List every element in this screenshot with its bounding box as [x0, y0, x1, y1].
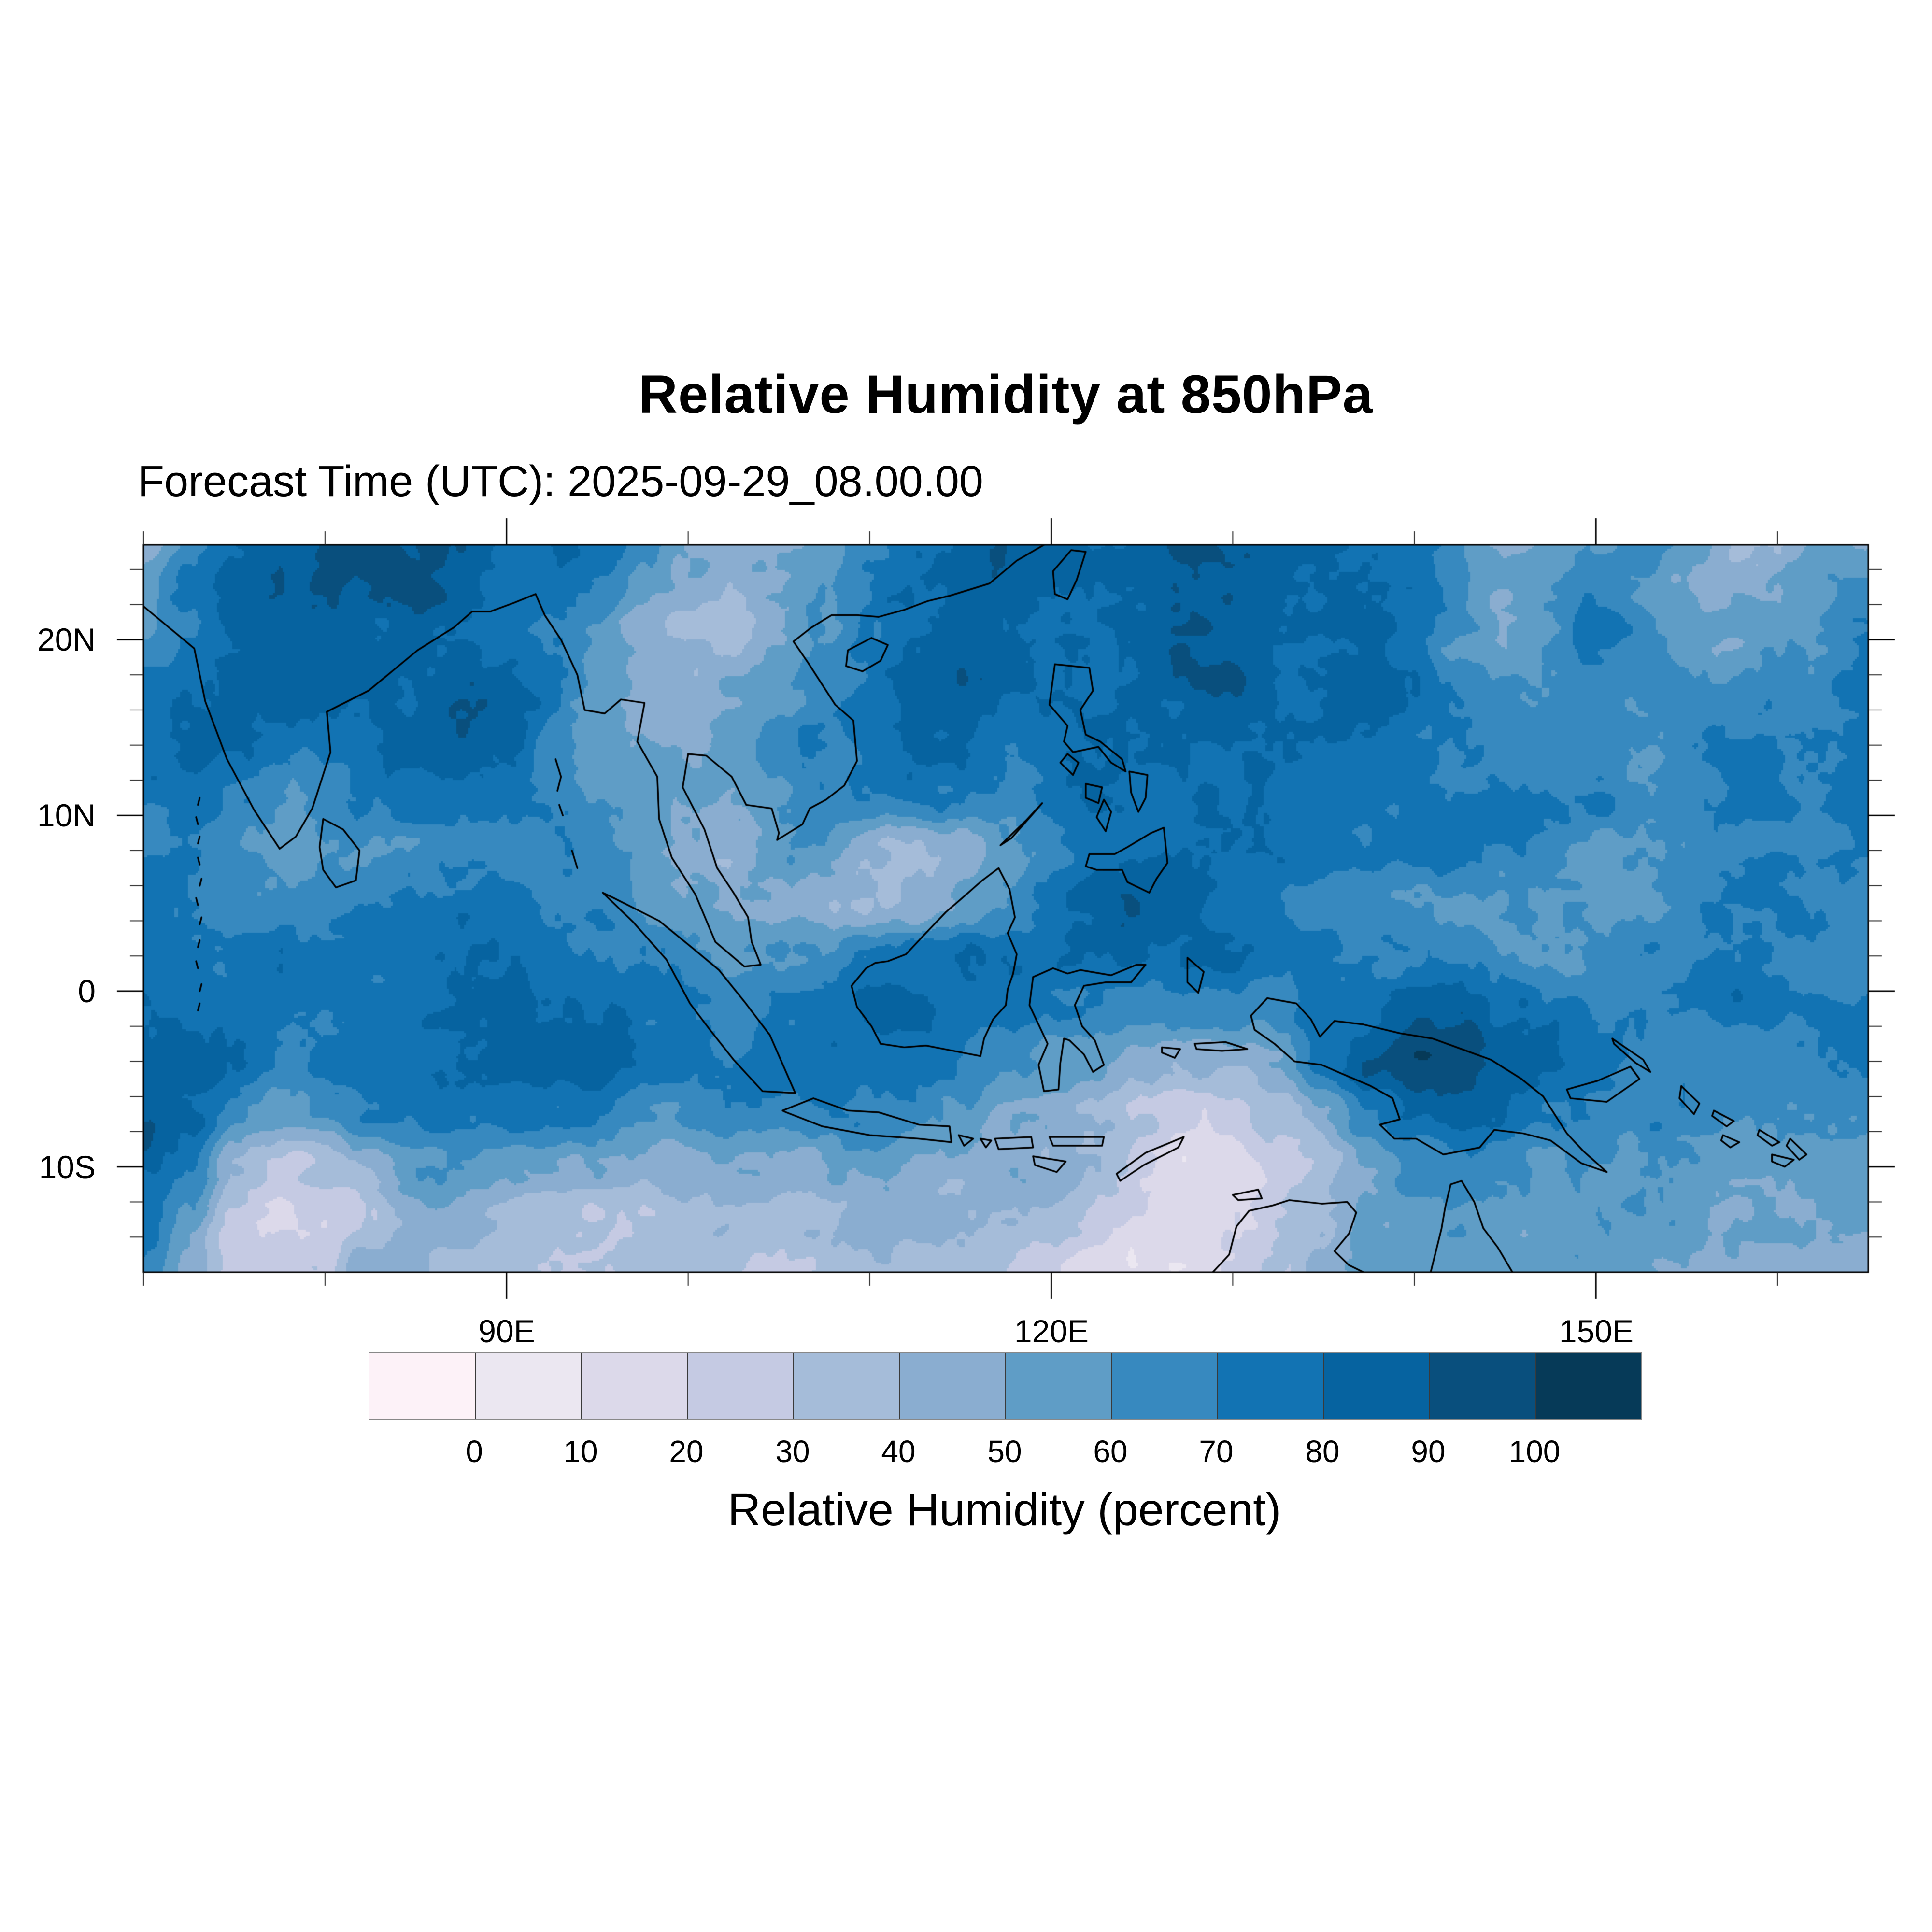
colorbar-tick-label: 80: [1305, 1434, 1340, 1469]
lat-tick-label-20n: 20N: [37, 622, 96, 657]
colorbar-tick-label: 60: [1093, 1434, 1128, 1469]
colorbar-box: [369, 1353, 476, 1419]
colorbar-tick-label: 90: [1411, 1434, 1446, 1469]
colorbar-box: [1430, 1353, 1536, 1419]
colorbar-box: [582, 1353, 688, 1419]
colorbar-tick-label: 20: [669, 1434, 704, 1469]
colorbar-tick-label: 50: [987, 1434, 1022, 1469]
colorbar-box: [687, 1353, 794, 1419]
colorbar: [369, 1352, 1642, 1420]
colorbar-tick-label: 30: [775, 1434, 810, 1469]
lon-tick-label-90e: 90E: [478, 1313, 535, 1349]
colorbar-caption: Relative Humidity (percent): [727, 1484, 1281, 1535]
lat-tick-label-10s: 10S: [39, 1149, 96, 1185]
colorbar-tick-label: 40: [881, 1434, 916, 1469]
colorbar-box: [1006, 1353, 1112, 1419]
lon-tick-label-120e: 120E: [1014, 1313, 1089, 1349]
colorbar-box: [475, 1353, 582, 1419]
colorbar-tick-label: 70: [1199, 1434, 1234, 1469]
lat-tick-label-10n: 10N: [37, 797, 96, 833]
colorbar-box: [899, 1353, 1006, 1419]
colorbar-tick-label: 10: [563, 1434, 598, 1469]
colorbar-box: [1536, 1353, 1641, 1419]
plot-title: Relative Humidity at 850hPa: [639, 364, 1373, 425]
forecast-time-label: Forecast Time (UTC): 2025-09-29_08.00.00: [138, 457, 983, 506]
colorbar-box: [1112, 1353, 1218, 1419]
lat-tick-label-0: 0: [78, 973, 96, 1009]
colorbar-box: [1218, 1353, 1324, 1419]
lon-tick-label-150e: 150E: [1559, 1313, 1634, 1349]
colorbar-tick-label: 0: [466, 1434, 483, 1469]
colorbar-box: [794, 1353, 900, 1419]
colorbar-box: [1324, 1353, 1430, 1419]
colorbar-tick-label: 100: [1508, 1434, 1561, 1469]
